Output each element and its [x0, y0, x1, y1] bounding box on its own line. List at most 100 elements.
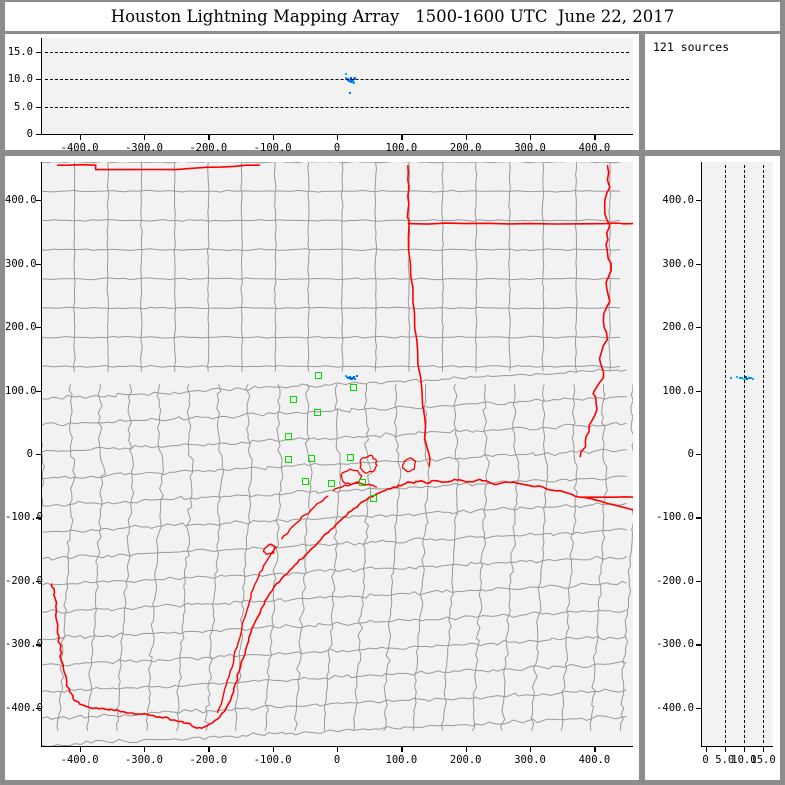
x-tick-label: 300.0: [514, 754, 546, 766]
county-line: [41, 335, 621, 339]
x-tick: [594, 746, 596, 752]
county-line: [440, 384, 460, 731]
county-line: [500, 384, 520, 731]
county-line: [374, 162, 378, 372]
y-tick-label: 400.0: [5, 194, 37, 207]
county-line: [353, 384, 372, 731]
county-line: [530, 384, 549, 731]
y-tick-label: 0: [26, 128, 33, 140]
source-point: [350, 81, 353, 84]
county-line: [264, 384, 284, 731]
source-point: [747, 377, 750, 380]
y-tick-label: 100.0: [662, 384, 694, 397]
x-tick-label: 200.0: [449, 142, 482, 154]
lma-station-marker: [313, 408, 321, 416]
source-point: [352, 377, 355, 380]
state-border-north: [57, 163, 260, 171]
county-line: [41, 368, 627, 400]
x-tick: [594, 134, 596, 140]
x-tick-label: 10.0: [731, 754, 757, 766]
x-tick: [208, 746, 210, 752]
x-tick-label: -200.0: [189, 754, 228, 766]
lma-station-marker: [314, 371, 322, 379]
x-tick-label: 100.0: [385, 142, 418, 154]
x-tick-label: 0: [333, 754, 341, 766]
county-line: [41, 688, 627, 720]
y-tick: [696, 644, 702, 646]
y-tick-label: -200.0: [656, 574, 694, 587]
source-point: [349, 80, 352, 83]
county-line: [323, 384, 342, 731]
source-point: [743, 376, 746, 379]
source-point: [345, 76, 348, 79]
county-line: [41, 502, 627, 533]
source-point: [349, 376, 352, 379]
county-line: [541, 162, 545, 372]
source-point: [344, 374, 347, 377]
lma-station-marker: [308, 454, 316, 462]
x-tick: [465, 746, 467, 752]
county-line: [41, 635, 627, 667]
y-tick-label: 0: [26, 448, 33, 460]
county-line: [41, 162, 621, 164]
panel-altitude-vs-east: 0 5.0 10.0 15.0 -400.0 -300.0 -200.0 -100.0 0 100…: [5, 34, 639, 154]
county-line: [41, 475, 627, 507]
county-line: [273, 162, 277, 372]
state-border-tx-la-n: [406, 165, 410, 224]
source-point: [354, 377, 357, 380]
x-tick-label: -100.0: [253, 142, 292, 154]
county-line: [41, 580, 627, 614]
county-line: [608, 162, 612, 372]
source-point: [750, 376, 753, 379]
lma-station-marker: [284, 456, 292, 464]
x-tick-label: 100.0: [385, 754, 418, 766]
corpus-bay: [262, 543, 277, 555]
source-point: [745, 376, 748, 379]
source-point: [352, 78, 355, 81]
source-point: [746, 377, 749, 380]
x-tick-label: -200.0: [189, 142, 228, 154]
x-tick: [530, 746, 532, 752]
source-point: [344, 72, 347, 75]
x-tick-label: 300.0: [514, 142, 546, 154]
county-line: [106, 162, 110, 372]
state-border-tx-la: [407, 223, 431, 467]
county-line: [340, 162, 344, 372]
x-tick: [743, 746, 746, 752]
x-tick: [79, 746, 81, 752]
county-line: [41, 661, 627, 693]
y-tick-label: -400.0: [656, 701, 694, 714]
x-tick-label: 200.0: [449, 754, 482, 766]
source-point: [351, 79, 354, 82]
county-line: [41, 715, 627, 746]
y-tick-label: 100.0: [5, 384, 37, 397]
county-line: [41, 248, 621, 252]
county-line: [574, 162, 578, 372]
county-line: [412, 384, 430, 731]
county-line: [145, 384, 165, 731]
x-tick: [208, 134, 210, 140]
plot-area-north-altitude: [701, 162, 773, 746]
y-tick: [36, 517, 42, 519]
source-point: [349, 92, 352, 95]
county-line: [471, 384, 490, 732]
y-tick-label: 15.0: [7, 45, 33, 58]
y-axis-line: [41, 38, 43, 134]
state-border-ok-tx: [407, 222, 633, 225]
x-tick: [272, 746, 274, 752]
lma-station-marker: [290, 395, 298, 403]
lma-station-marker: [369, 494, 377, 502]
source-point: [348, 79, 351, 82]
x-tick-label: -400.0: [60, 142, 99, 154]
source-point: [350, 376, 353, 379]
y-tick: [696, 454, 702, 456]
x-tick-label: 15.0: [750, 754, 776, 766]
county-line: [560, 384, 578, 731]
panel-north-vs-altitude: 0 5.0 10.0 15.0 -400.0 -300.0 -200.0 -100.0 0 100…: [645, 156, 780, 780]
page-title: Houston Lightning Mapping Array 1500-160…: [110, 7, 675, 26]
lma-station-marker: [284, 432, 292, 440]
sabine-lake: [401, 457, 417, 473]
y-tick: [36, 580, 42, 583]
x-tick-label: -100.0: [253, 754, 292, 766]
